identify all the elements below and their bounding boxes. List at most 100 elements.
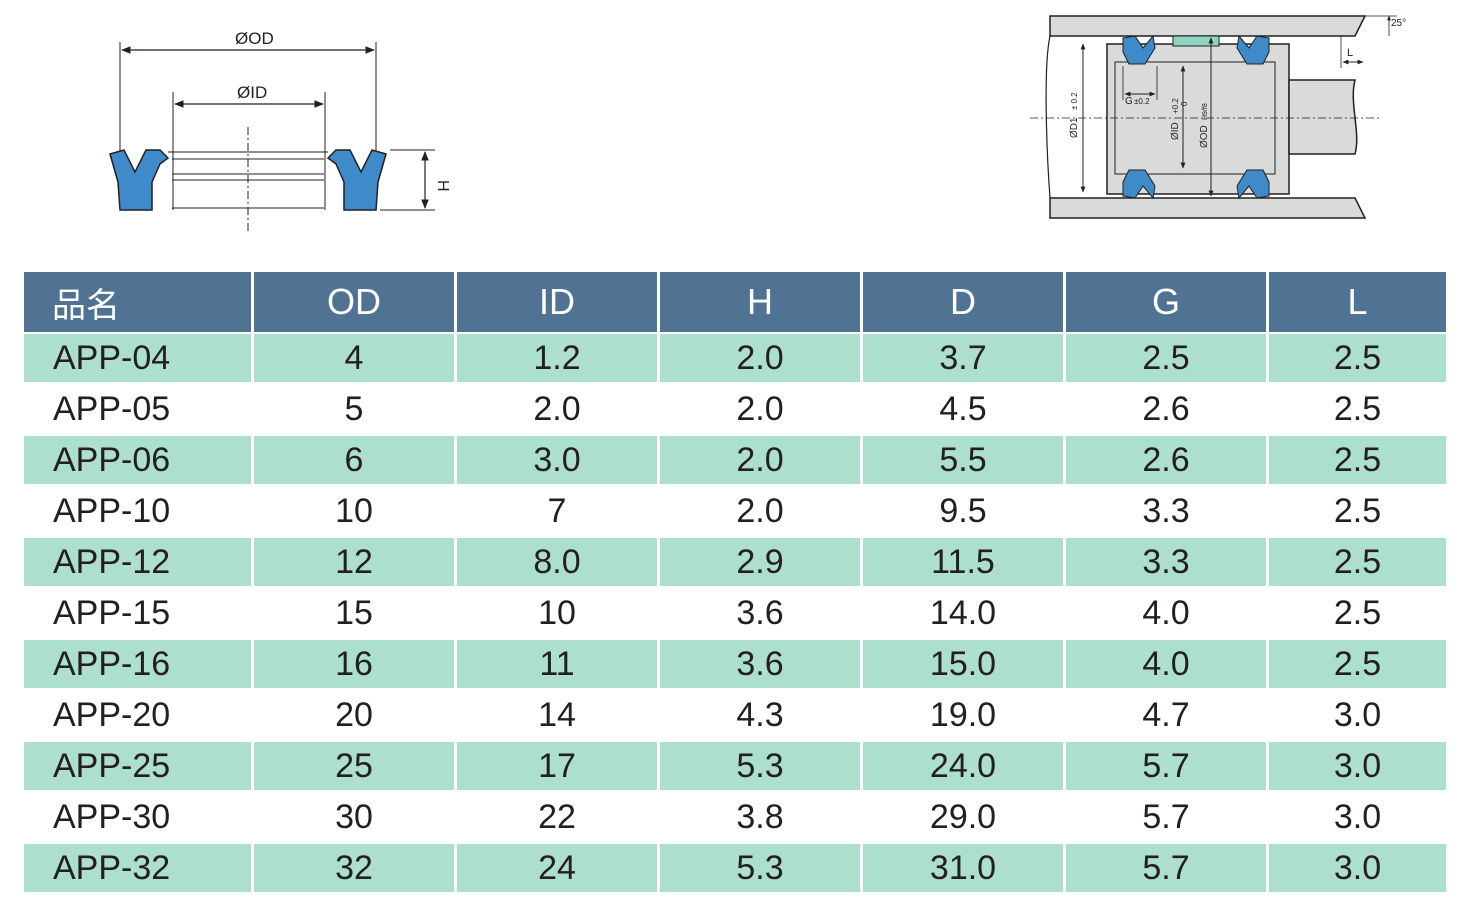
groove-id-label: ØID <box>1170 122 1181 140</box>
angle-label: 25° <box>1391 18 1406 29</box>
id-dimension-label: ØID <box>237 83 267 102</box>
cell-id: 17 <box>457 742 660 793</box>
cell-g: 4.7 <box>1066 691 1269 742</box>
h-dimension-label: H <box>434 180 451 192</box>
cell-id: 22 <box>457 793 660 844</box>
table-row: APP-32 32 24 5.3 31.0 5.7 3.0 <box>24 844 1446 895</box>
cell-l: 2.5 <box>1269 436 1446 487</box>
d1-tolerance: ± 0.2 <box>1070 92 1079 110</box>
cell-d: 11.5 <box>863 538 1066 589</box>
groove-seal-bottom-left <box>1122 169 1156 200</box>
header-d: D <box>863 272 1066 334</box>
cell-h: 5.3 <box>660 742 863 793</box>
cell-d: 4.5 <box>863 385 1066 436</box>
cell-g: 2.6 <box>1066 436 1269 487</box>
cell-d: 31.0 <box>863 844 1066 895</box>
g-tolerance: ±0.2 <box>1134 97 1150 106</box>
table-row: APP-04 4 1.2 2.0 3.7 2.5 2.5 <box>24 334 1446 385</box>
cell-od: 30 <box>254 793 457 844</box>
cell-od: 4 <box>254 334 457 385</box>
groove-seal-top-right <box>1236 34 1270 65</box>
cell-g: 3.3 <box>1066 538 1269 589</box>
cell-h: 2.0 <box>660 436 863 487</box>
cell-g: 2.6 <box>1066 385 1269 436</box>
cell-l: 2.5 <box>1269 640 1446 691</box>
cell-d: 14.0 <box>863 589 1066 640</box>
table-row: APP-30 30 22 3.8 29.0 5.7 3.0 <box>24 793 1446 844</box>
cell-id: 11 <box>457 640 660 691</box>
table-row: APP-16 16 11 3.6 15.0 4.0 2.5 <box>24 640 1446 691</box>
cell-id: 7 <box>457 487 660 538</box>
cell-l: 3.0 <box>1269 793 1446 844</box>
g-label: G <box>1125 96 1133 107</box>
cell-od: 15 <box>254 589 457 640</box>
cell-id: 8.0 <box>457 538 660 589</box>
cell-g: 4.0 <box>1066 589 1269 640</box>
cell-l: 2.5 <box>1269 589 1446 640</box>
cell-l: 3.0 <box>1269 691 1446 742</box>
seal-profile-right <box>326 149 387 211</box>
cell-product-name: APP-04 <box>24 334 254 385</box>
cell-d: 5.5 <box>863 436 1066 487</box>
cell-d: 15.0 <box>863 640 1066 691</box>
cell-h: 4.3 <box>660 691 863 742</box>
cell-product-name: APP-16 <box>24 640 254 691</box>
d1-label: ØD1 <box>1069 117 1080 138</box>
groove-id-tol-upper: +0.2 <box>1171 98 1180 114</box>
cell-d: 24.0 <box>863 742 1066 793</box>
cell-product-name: APP-30 <box>24 793 254 844</box>
cell-h: 2.0 <box>660 487 863 538</box>
cell-d: 9.5 <box>863 487 1066 538</box>
cell-id: 1.2 <box>457 334 660 385</box>
cell-id: 3.0 <box>457 436 660 487</box>
groove-od-fit: H9/f8 <box>1202 103 1209 120</box>
cell-od: 16 <box>254 640 457 691</box>
table-row: APP-10 10 7 2.0 9.5 3.3 2.5 <box>24 487 1446 538</box>
cell-l: 3.0 <box>1269 844 1446 895</box>
cell-od: 10 <box>254 487 457 538</box>
header-od: OD <box>254 272 457 334</box>
groove-od-label: ØOD <box>1199 125 1210 148</box>
cell-product-name: APP-12 <box>24 538 254 589</box>
header-g: G <box>1066 272 1269 334</box>
cell-product-name: APP-20 <box>24 691 254 742</box>
table-row: APP-12 12 8.0 2.9 11.5 3.3 2.5 <box>24 538 1446 589</box>
cell-h: 3.6 <box>660 640 863 691</box>
table-row: APP-20 20 14 4.3 19.0 4.7 3.0 <box>24 691 1446 742</box>
seal-profile-left <box>109 149 170 211</box>
cell-h: 3.6 <box>660 589 863 640</box>
cell-g: 5.7 <box>1066 793 1269 844</box>
header-h: H <box>660 272 863 334</box>
table-row: APP-06 6 3.0 2.0 5.5 2.6 2.5 <box>24 436 1446 487</box>
cell-od: 12 <box>254 538 457 589</box>
cell-h: 2.9 <box>660 538 863 589</box>
cell-h: 2.0 <box>660 334 863 385</box>
cell-product-name: APP-32 <box>24 844 254 895</box>
groove-seal-bottom-right <box>1236 169 1270 200</box>
cell-h: 3.8 <box>660 793 863 844</box>
cell-od: 32 <box>254 844 457 895</box>
cell-g: 2.5 <box>1066 334 1269 385</box>
seal-spec-table: 品名 OD ID H D G L APP-04 4 1.2 2.0 3.7 2.5 2.5 A… <box>24 272 1446 895</box>
header-l: L <box>1269 272 1446 334</box>
cell-id: 2.0 <box>457 385 660 436</box>
cell-l: 3.0 <box>1269 742 1446 793</box>
cell-g: 5.7 <box>1066 742 1269 793</box>
cell-od: 5 <box>254 385 457 436</box>
cell-g: 4.0 <box>1066 640 1269 691</box>
groove-seal-top-left <box>1122 34 1156 65</box>
cell-id: 24 <box>457 844 660 895</box>
cell-product-name: APP-05 <box>24 385 254 436</box>
cell-od: 25 <box>254 742 457 793</box>
cell-d: 19.0 <box>863 691 1066 742</box>
cell-g: 5.7 <box>1066 844 1269 895</box>
cell-d: 29.0 <box>863 793 1066 844</box>
installation-groove-drawing: ØD1 ± 0.2 ØID +0.2 0 ØOD H9/f8 G ±0.2 L … <box>1030 15 1406 219</box>
cell-product-name: APP-15 <box>24 589 254 640</box>
od-dimension-label: ØOD <box>235 29 274 48</box>
cell-l: 2.5 <box>1269 487 1446 538</box>
header-id: ID <box>457 272 660 334</box>
cell-od: 20 <box>254 691 457 742</box>
table-row: APP-15 15 10 3.6 14.0 4.0 2.5 <box>24 589 1446 640</box>
cell-product-name: APP-25 <box>24 742 254 793</box>
